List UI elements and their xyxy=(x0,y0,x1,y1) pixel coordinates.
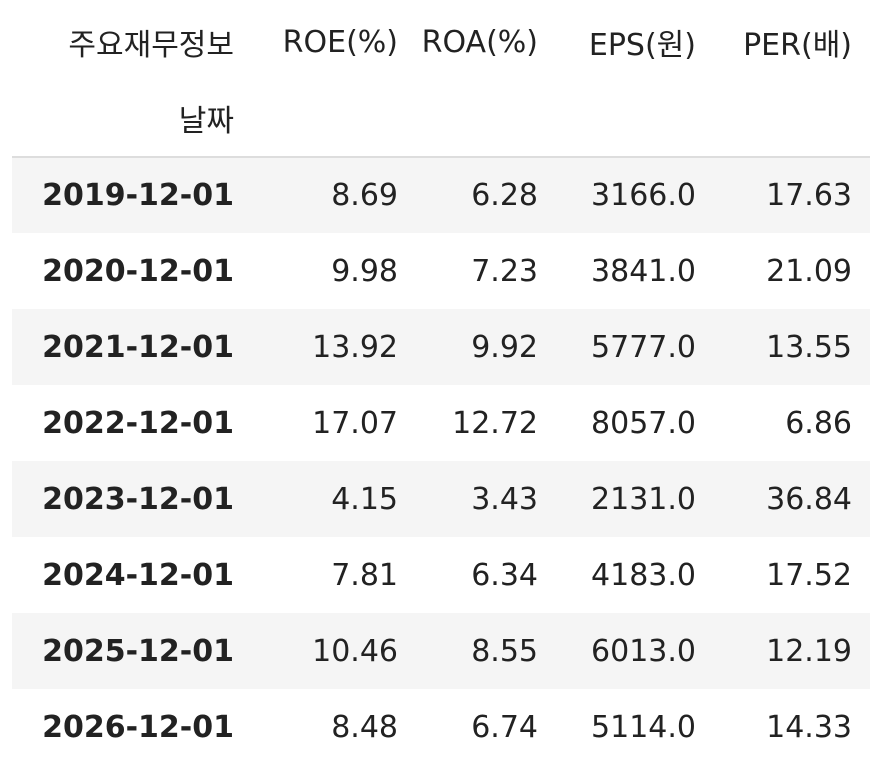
cell-eps: 5114.0 xyxy=(591,709,696,745)
column-header-per: PER(배) xyxy=(743,28,852,63)
cell-roa: 6.74 xyxy=(471,709,538,745)
table-row: 2021-12-01 13.92 9.92 5777.0 13.55 xyxy=(12,309,870,385)
table-row: 2026-12-01 8.48 6.74 5114.0 14.33 xyxy=(12,689,870,765)
columns-label: 주요재무정보 xyxy=(68,28,234,63)
row-date: 2022-12-01 xyxy=(42,405,234,441)
row-date: 2020-12-01 xyxy=(42,253,234,289)
row-date: 2023-12-01 xyxy=(42,481,234,517)
table-row: 2019-12-01 8.69 6.28 3166.0 17.63 xyxy=(12,157,870,233)
table-header: 주요재무정보 ROE(%) ROA(%) EPS(원) PER(배) 날짜 xyxy=(12,4,870,157)
table-row: 2020-12-01 9.98 7.23 3841.0 21.09 xyxy=(12,233,870,309)
cell-roe: 10.46 xyxy=(312,633,398,669)
cell-per: 36.84 xyxy=(766,481,852,517)
cell-eps: 8057.0 xyxy=(591,405,696,441)
table-row: 2025-12-01 10.46 8.55 6013.0 12.19 xyxy=(12,613,870,689)
cell-roe: 17.07 xyxy=(312,405,398,441)
cell-roe: 7.81 xyxy=(331,557,398,593)
row-date: 2019-12-01 xyxy=(42,178,234,213)
cell-per: 21.09 xyxy=(766,253,852,289)
cell-roe: 8.69 xyxy=(331,178,398,213)
cell-roa: 12.72 xyxy=(452,405,538,441)
cell-per: 12.19 xyxy=(766,633,852,669)
row-date: 2025-12-01 xyxy=(42,633,234,669)
cell-roe: 8.48 xyxy=(331,709,398,745)
cell-roa: 8.55 xyxy=(471,633,538,669)
cell-roe: 13.92 xyxy=(312,329,398,365)
index-spacer xyxy=(252,80,416,157)
column-header-eps: EPS(원) xyxy=(588,28,696,63)
cell-roa: 6.28 xyxy=(471,178,538,213)
table-row: 2023-12-01 4.15 3.43 2131.0 36.84 xyxy=(12,461,870,537)
index-spacer xyxy=(714,80,870,157)
table-row: 2022-12-01 17.07 12.72 8057.0 6.86 xyxy=(12,385,870,461)
index-name-row: 날짜 xyxy=(12,80,870,157)
cell-eps: 5777.0 xyxy=(591,329,696,365)
cell-eps: 3166.0 xyxy=(591,178,696,213)
cell-per: 17.63 xyxy=(766,178,852,213)
cell-eps: 4183.0 xyxy=(591,557,696,593)
cell-roa: 6.34 xyxy=(471,557,538,593)
cell-eps: 3841.0 xyxy=(591,253,696,289)
table-row: 2024-12-01 7.81 6.34 4183.0 17.52 xyxy=(12,537,870,613)
index-spacer xyxy=(556,80,714,157)
cell-roa: 7.23 xyxy=(471,253,538,289)
cell-per: 13.55 xyxy=(766,329,852,365)
cell-per: 14.33 xyxy=(766,709,852,745)
table-body: 2019-12-01 8.69 6.28 3166.0 17.63 2020-1… xyxy=(12,157,870,765)
cell-roe: 4.15 xyxy=(331,481,398,517)
cell-roa: 3.43 xyxy=(471,481,538,517)
cell-eps: 2131.0 xyxy=(591,481,696,517)
column-header-roa: ROA(%) xyxy=(421,24,538,60)
row-date: 2021-12-01 xyxy=(42,329,234,365)
cell-roe: 9.98 xyxy=(331,253,398,289)
cell-roa: 9.92 xyxy=(471,329,538,365)
index-spacer xyxy=(416,80,556,157)
financial-table: 주요재무정보 ROE(%) ROA(%) EPS(원) PER(배) 날짜 20… xyxy=(12,4,870,765)
cell-per: 17.52 xyxy=(766,557,852,593)
row-date: 2024-12-01 xyxy=(42,557,234,593)
index-name: 날짜 xyxy=(178,104,234,139)
row-date: 2026-12-01 xyxy=(42,709,234,745)
cell-per: 6.86 xyxy=(785,405,852,441)
cell-eps: 6013.0 xyxy=(591,633,696,669)
column-header-roe: ROE(%) xyxy=(282,24,398,60)
column-header-row: 주요재무정보 ROE(%) ROA(%) EPS(원) PER(배) xyxy=(12,4,870,80)
